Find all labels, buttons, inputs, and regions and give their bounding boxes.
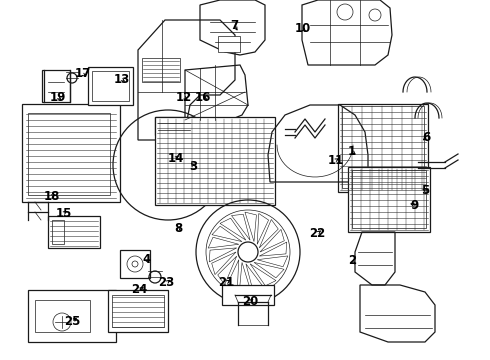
Bar bbox=[352, 170, 426, 228]
Bar bbox=[92, 71, 129, 101]
Text: 3: 3 bbox=[190, 160, 197, 173]
Text: 11: 11 bbox=[327, 154, 344, 167]
Text: 18: 18 bbox=[43, 190, 60, 203]
Bar bbox=[48, 216, 100, 248]
Text: 12: 12 bbox=[175, 91, 192, 104]
Text: 19: 19 bbox=[49, 91, 66, 104]
Text: 7: 7 bbox=[230, 19, 238, 32]
Text: 6: 6 bbox=[422, 131, 430, 144]
Text: 17: 17 bbox=[74, 67, 91, 80]
Bar bbox=[42, 70, 70, 102]
Text: 13: 13 bbox=[113, 73, 130, 86]
Bar bbox=[88, 67, 133, 105]
Text: 2: 2 bbox=[348, 255, 356, 267]
Text: 25: 25 bbox=[64, 315, 81, 328]
Bar bbox=[28, 113, 110, 195]
Text: 1: 1 bbox=[348, 145, 356, 158]
FancyBboxPatch shape bbox=[28, 290, 116, 342]
Bar bbox=[338, 104, 428, 192]
Text: 8: 8 bbox=[175, 222, 183, 235]
Bar bbox=[108, 290, 168, 332]
Text: 21: 21 bbox=[218, 276, 235, 289]
Text: 24: 24 bbox=[131, 283, 148, 296]
Text: 15: 15 bbox=[55, 207, 72, 220]
Bar bbox=[348, 167, 430, 232]
Bar bbox=[218, 36, 240, 52]
Bar bbox=[342, 106, 424, 188]
Bar bbox=[222, 285, 274, 305]
Text: 5: 5 bbox=[421, 184, 429, 197]
Text: 9: 9 bbox=[410, 199, 418, 212]
Text: 20: 20 bbox=[242, 295, 258, 308]
Bar bbox=[35, 300, 90, 332]
Text: 16: 16 bbox=[195, 91, 212, 104]
Text: 14: 14 bbox=[167, 152, 184, 165]
Text: 22: 22 bbox=[309, 227, 326, 240]
Bar bbox=[120, 250, 150, 278]
Text: 10: 10 bbox=[294, 22, 311, 35]
Text: 4: 4 bbox=[143, 253, 151, 266]
Text: 23: 23 bbox=[158, 276, 175, 289]
Bar bbox=[142, 58, 180, 82]
Bar bbox=[155, 117, 193, 135]
Bar bbox=[22, 104, 120, 202]
Bar bbox=[155, 117, 275, 205]
Bar bbox=[112, 295, 164, 327]
Bar bbox=[52, 220, 64, 244]
